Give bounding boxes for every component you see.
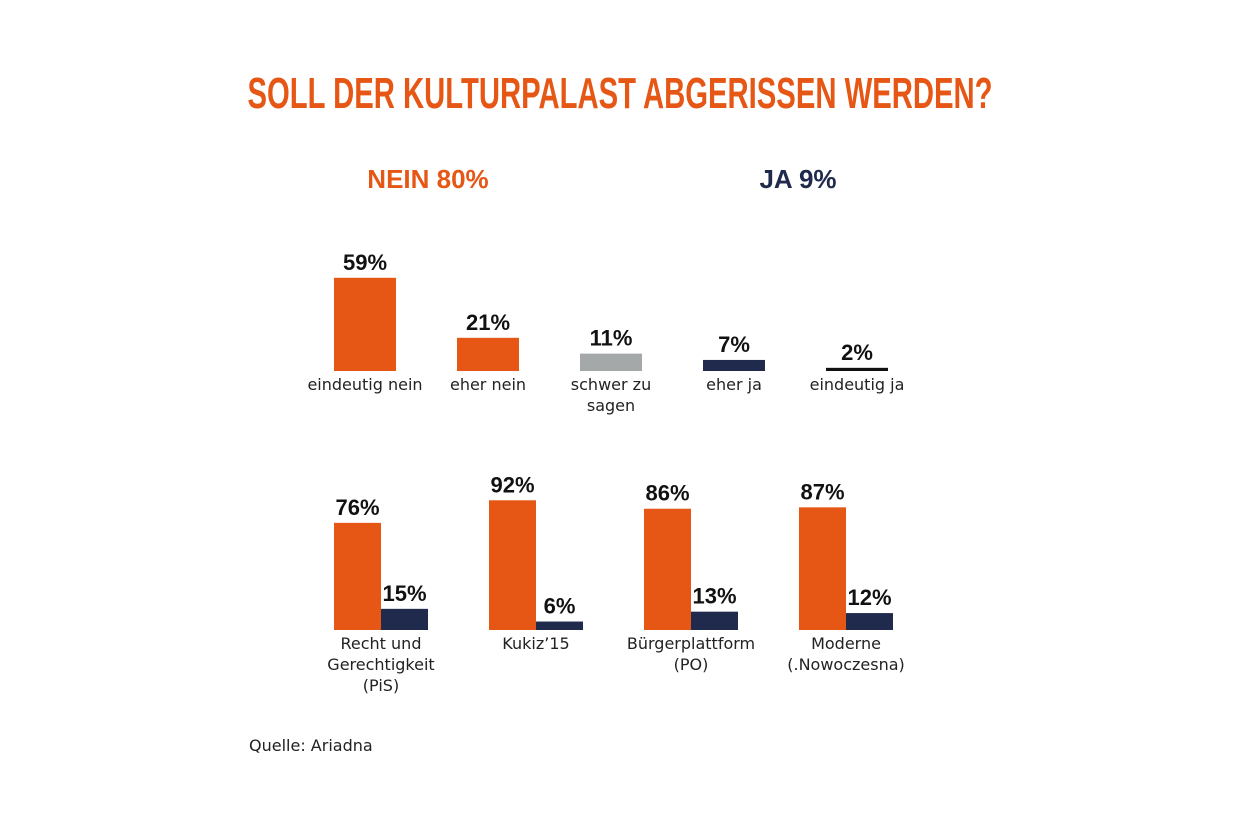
bar-b-rgerplattform-po-nein (644, 508, 691, 630)
category-label-recht-und-gerechtigkeit-pis: Recht und (341, 634, 422, 653)
category-label-eher-nein: eher nein (450, 375, 526, 394)
bar-eindeutig-nein (334, 277, 396, 371)
overall-bar-chart: 59% eindeutig nein 21% eher nein 11% schwer z… (307, 250, 904, 415)
source-note: Quelle: Ariadna (249, 736, 373, 755)
category-label-moderne-nowoczesna: (.Nowoczesna) (787, 655, 905, 674)
bar-recht-und-gerechtigkeit-pis-ja (381, 608, 428, 630)
category-label-b-rgerplattform-po: (PO) (674, 655, 709, 674)
chart-title: SOLL DER KULTURPALAST ABGERISSEN WERDEN? (248, 69, 993, 118)
value-label-moderne-nowoczesna-nein: 87% (800, 479, 844, 504)
category-label-recht-und-gerechtigkeit-pis: Gerechtigkeit (327, 655, 434, 674)
bar-schwer-zu-sagen (580, 353, 642, 371)
bar-eher-nein (457, 337, 519, 371)
bar-moderne-nowoczesna-nein (799, 507, 846, 630)
bar-b-rgerplattform-po-ja (691, 611, 738, 630)
bar-kukiz-15-ja (536, 621, 583, 630)
category-label-eher-ja: eher ja (706, 375, 762, 394)
value-label-kukiz-15-ja: 6% (544, 594, 576, 619)
category-label-schwer-zu-sagen: sagen (587, 396, 635, 415)
bar-recht-und-gerechtigkeit-pis-nein (334, 522, 381, 630)
bar-eher-ja (703, 359, 765, 371)
value-label-eindeutig-ja: 2% (841, 340, 873, 365)
category-label-eindeutig-nein: eindeutig nein (307, 375, 422, 394)
value-label-eher-nein: 21% (466, 310, 510, 335)
value-label-eher-ja: 7% (718, 332, 750, 357)
category-label-kukiz-15: Kukiz’15 (502, 634, 569, 653)
category-label-eindeutig-ja: eindeutig ja (810, 375, 905, 394)
party-bar-chart: 76% 15% Recht und Gerechtigkeit (PiS) 92% 6% Ku… (327, 472, 904, 695)
category-label-moderne-nowoczesna: Moderne (811, 634, 881, 653)
group-label-ja: JA 9% (759, 164, 836, 194)
value-label-kukiz-15-nein: 92% (490, 472, 534, 497)
value-label-recht-und-gerechtigkeit-pis-nein: 76% (335, 495, 379, 520)
bar-eindeutig-ja (826, 367, 888, 371)
group-label-nein: NEIN 80% (367, 164, 488, 194)
bar-kukiz-15-nein (489, 500, 536, 630)
value-label-b-rgerplattform-po-ja: 13% (692, 584, 736, 609)
value-label-b-rgerplattform-po-nein: 86% (645, 481, 689, 506)
value-label-eindeutig-nein: 59% (343, 250, 387, 275)
value-label-recht-und-gerechtigkeit-pis-ja: 15% (382, 581, 426, 606)
bar-moderne-nowoczesna-ja (846, 613, 893, 630)
category-label-recht-und-gerechtigkeit-pis: (PiS) (363, 676, 399, 695)
value-label-schwer-zu-sagen: 11% (590, 326, 633, 351)
category-label-b-rgerplattform-po: Bürgerplattform (627, 634, 755, 653)
category-label-schwer-zu-sagen: schwer zu (571, 375, 651, 394)
value-label-moderne-nowoczesna-ja: 12% (847, 585, 891, 610)
